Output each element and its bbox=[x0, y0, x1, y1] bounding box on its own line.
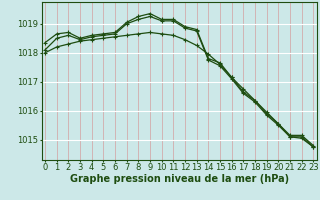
X-axis label: Graphe pression niveau de la mer (hPa): Graphe pression niveau de la mer (hPa) bbox=[70, 174, 289, 184]
